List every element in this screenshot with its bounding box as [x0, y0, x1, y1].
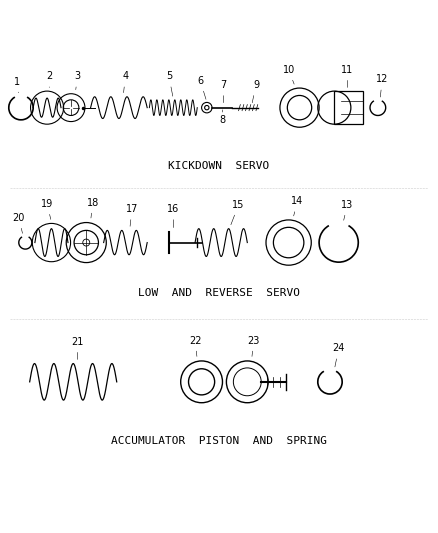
Text: 4: 4 — [122, 71, 128, 93]
Text: LOW  AND  REVERSE  SERVO: LOW AND REVERSE SERVO — [138, 288, 300, 297]
Text: 23: 23 — [247, 336, 260, 357]
Text: 18: 18 — [87, 198, 99, 218]
Text: 6: 6 — [197, 76, 206, 99]
Text: 20: 20 — [13, 213, 25, 233]
Text: 9: 9 — [252, 80, 259, 103]
Text: 1: 1 — [14, 77, 20, 93]
Text: KICKDOWN  SERVO: KICKDOWN SERVO — [168, 161, 270, 172]
Text: 21: 21 — [71, 337, 84, 359]
Text: 14: 14 — [291, 196, 304, 216]
Text: 8: 8 — [219, 110, 226, 125]
Text: ACCUMULATOR  PISTON  AND  SPRING: ACCUMULATOR PISTON AND SPRING — [111, 435, 327, 446]
Bar — [334, 91, 363, 124]
Text: 15: 15 — [231, 200, 245, 225]
Text: 7: 7 — [220, 80, 226, 103]
Text: 5: 5 — [166, 71, 173, 96]
Text: 11: 11 — [341, 65, 353, 87]
Text: 13: 13 — [341, 200, 353, 220]
Text: 19: 19 — [41, 199, 53, 220]
Text: 16: 16 — [167, 204, 180, 228]
Text: 24: 24 — [332, 343, 345, 367]
Text: 17: 17 — [126, 204, 138, 227]
Text: 2: 2 — [46, 71, 53, 87]
Text: 3: 3 — [74, 71, 81, 90]
Text: 12: 12 — [376, 75, 389, 97]
Text: 10: 10 — [283, 65, 295, 84]
Text: 22: 22 — [189, 336, 201, 357]
